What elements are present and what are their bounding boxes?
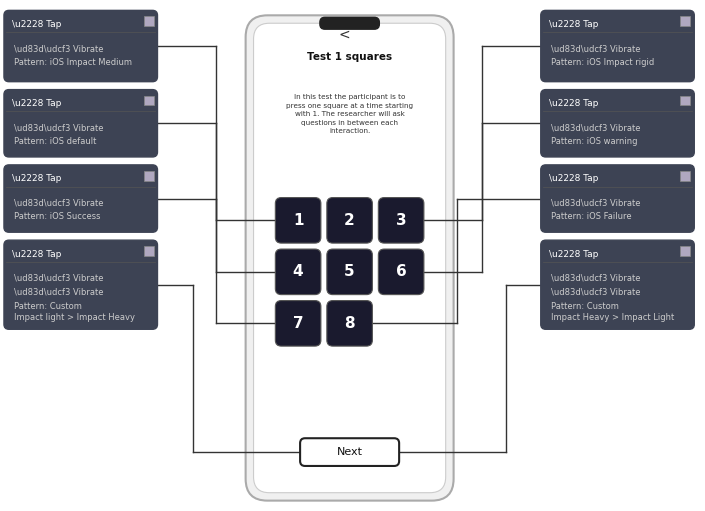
Text: 4: 4 xyxy=(293,264,303,280)
Text: Next: Next xyxy=(336,447,362,457)
FancyBboxPatch shape xyxy=(276,300,321,346)
FancyBboxPatch shape xyxy=(541,89,694,157)
Text: \ud83d\udcf3 Vibrate: \ud83d\udcf3 Vibrate xyxy=(14,288,104,297)
Bar xyxy=(144,246,154,256)
Bar xyxy=(144,171,154,181)
Text: Pattern: iOS Success: Pattern: iOS Success xyxy=(14,213,100,221)
FancyBboxPatch shape xyxy=(320,17,379,29)
Bar xyxy=(144,96,154,105)
Text: Test 1 squares: Test 1 squares xyxy=(307,52,392,62)
Text: \ud83d\udcf3 Vibrate: \ud83d\udcf3 Vibrate xyxy=(551,44,640,53)
FancyBboxPatch shape xyxy=(4,165,157,232)
FancyBboxPatch shape xyxy=(379,249,424,295)
Bar xyxy=(680,246,690,256)
FancyBboxPatch shape xyxy=(4,10,157,82)
FancyBboxPatch shape xyxy=(327,249,372,295)
Text: In this test the participant is to
press one square at a time starting
with 1. T: In this test the participant is to press… xyxy=(286,95,413,134)
Text: <: < xyxy=(339,28,350,42)
Text: \ud83d\udcf3 Vibrate: \ud83d\udcf3 Vibrate xyxy=(14,274,104,283)
Text: \u2228 Tap: \u2228 Tap xyxy=(548,99,598,108)
Text: Pattern: iOS warning: Pattern: iOS warning xyxy=(551,137,637,146)
Text: \u2228 Tap: \u2228 Tap xyxy=(548,174,598,183)
Text: \ud83d\udcf3 Vibrate: \ud83d\udcf3 Vibrate xyxy=(14,44,104,53)
Bar xyxy=(680,96,690,105)
FancyBboxPatch shape xyxy=(276,249,321,295)
FancyBboxPatch shape xyxy=(327,198,372,243)
Text: Pattern: iOS Impact Medium: Pattern: iOS Impact Medium xyxy=(14,58,132,67)
Text: \u2228 Tap: \u2228 Tap xyxy=(548,20,598,29)
Bar xyxy=(680,16,690,26)
FancyBboxPatch shape xyxy=(245,15,453,501)
Text: \u2228 Tap: \u2228 Tap xyxy=(12,20,61,29)
FancyBboxPatch shape xyxy=(276,198,321,243)
FancyBboxPatch shape xyxy=(379,198,424,243)
Text: \ud83d\udcf3 Vibrate: \ud83d\udcf3 Vibrate xyxy=(551,123,640,132)
Text: \ud83d\udcf3 Vibrate: \ud83d\udcf3 Vibrate xyxy=(14,199,104,207)
FancyBboxPatch shape xyxy=(254,23,446,493)
Text: 3: 3 xyxy=(396,213,406,228)
FancyBboxPatch shape xyxy=(300,438,399,466)
Text: \ud83d\udcf3 Vibrate: \ud83d\udcf3 Vibrate xyxy=(551,288,640,297)
FancyBboxPatch shape xyxy=(541,240,694,329)
Text: Pattern: iOS Failure: Pattern: iOS Failure xyxy=(551,213,631,221)
Bar xyxy=(680,171,690,181)
Text: 5: 5 xyxy=(344,264,355,280)
FancyBboxPatch shape xyxy=(541,10,694,82)
FancyBboxPatch shape xyxy=(541,165,694,232)
Text: \u2228 Tap: \u2228 Tap xyxy=(548,249,598,259)
FancyBboxPatch shape xyxy=(4,240,157,329)
Text: \ud83d\udcf3 Vibrate: \ud83d\udcf3 Vibrate xyxy=(551,274,640,283)
Text: 6: 6 xyxy=(396,264,407,280)
Text: \u2228 Tap: \u2228 Tap xyxy=(12,99,61,108)
Text: \u2228 Tap: \u2228 Tap xyxy=(12,174,61,183)
Text: 7: 7 xyxy=(293,316,303,331)
Text: Pattern: iOS Impact rigid: Pattern: iOS Impact rigid xyxy=(551,58,654,67)
Text: 2: 2 xyxy=(344,213,355,228)
Text: Pattern: iOS default: Pattern: iOS default xyxy=(14,137,97,146)
Text: 8: 8 xyxy=(344,316,355,331)
Bar xyxy=(144,16,154,26)
FancyBboxPatch shape xyxy=(4,89,157,157)
Text: \ud83d\udcf3 Vibrate: \ud83d\udcf3 Vibrate xyxy=(14,123,104,132)
Text: \u2228 Tap: \u2228 Tap xyxy=(12,249,61,259)
FancyBboxPatch shape xyxy=(327,300,372,346)
Text: \ud83d\udcf3 Vibrate: \ud83d\udcf3 Vibrate xyxy=(551,199,640,207)
Text: 1: 1 xyxy=(293,213,303,228)
Text: Pattern: Custom
Impact light > Impact Heavy: Pattern: Custom Impact light > Impact He… xyxy=(14,301,135,322)
Text: Pattern: Custom
Impact Heavy > Impact Light: Pattern: Custom Impact Heavy > Impact Li… xyxy=(551,301,674,322)
